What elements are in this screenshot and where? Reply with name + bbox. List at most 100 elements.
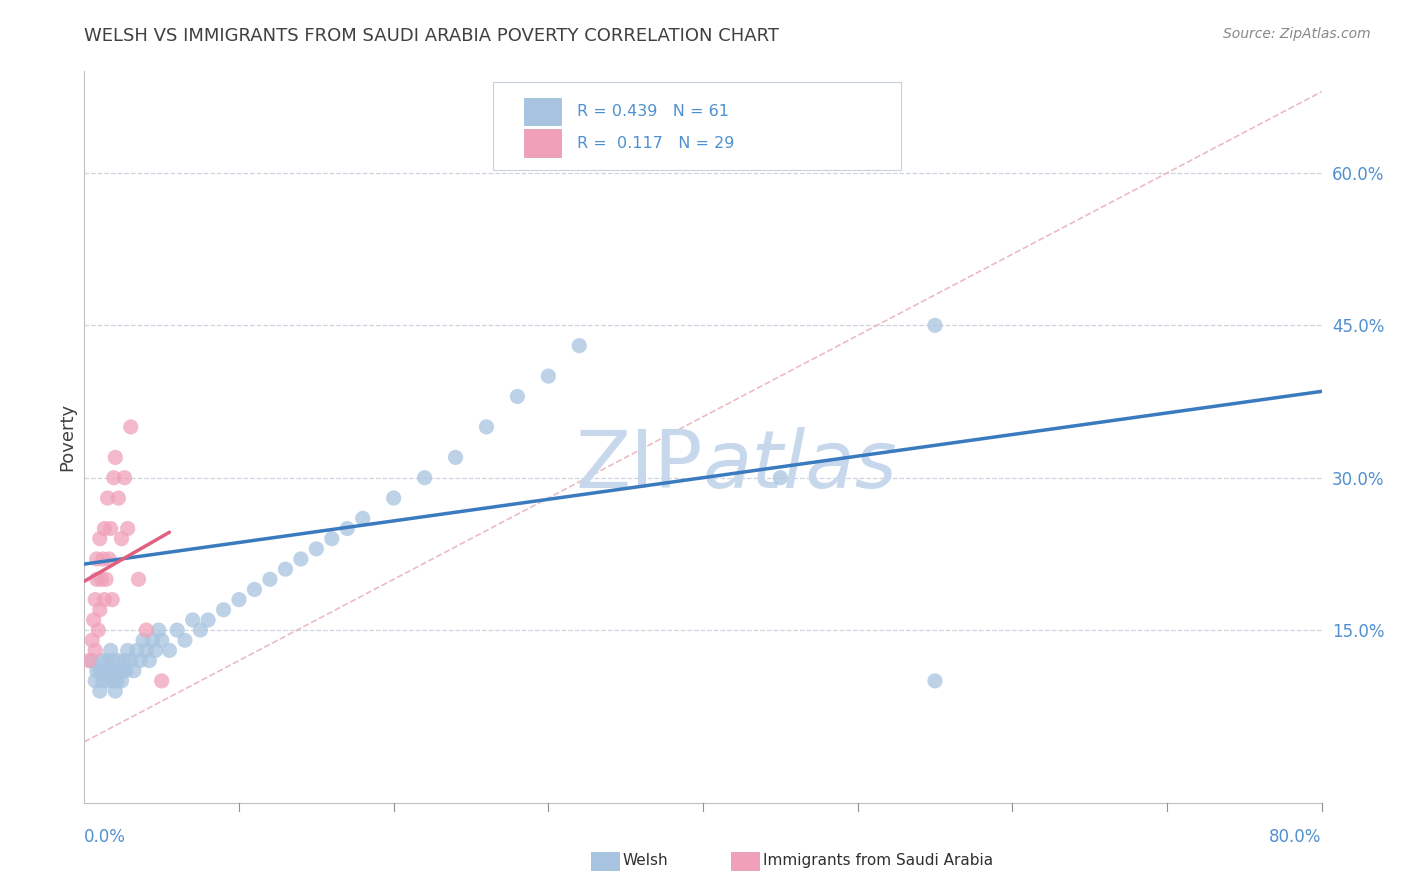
- Point: [114, 654, 136, 668]
- Point: [382, 491, 405, 505]
- Point: [108, 664, 131, 678]
- Point: [174, 633, 197, 648]
- Point: [125, 643, 148, 657]
- Text: 0.0%: 0.0%: [84, 828, 127, 847]
- Point: [243, 582, 266, 597]
- Point: [100, 643, 122, 657]
- Point: [89, 664, 111, 678]
- Point: [98, 664, 121, 678]
- Point: [148, 623, 170, 637]
- Point: [86, 664, 108, 678]
- Point: [290, 552, 312, 566]
- Text: R = 0.439   N = 61: R = 0.439 N = 61: [576, 104, 728, 120]
- Point: [87, 623, 110, 637]
- Point: [91, 654, 114, 668]
- Point: [104, 664, 127, 678]
- Point: [97, 654, 120, 668]
- Point: [506, 389, 529, 403]
- Point: [150, 633, 173, 648]
- Point: [104, 450, 127, 465]
- Point: [117, 643, 139, 657]
- Point: [83, 613, 105, 627]
- Point: [132, 633, 155, 648]
- Point: [114, 471, 136, 485]
- Point: [89, 684, 111, 698]
- Point: [166, 623, 188, 637]
- Text: ZIP: ZIP: [575, 427, 703, 506]
- Point: [89, 532, 111, 546]
- Point: [84, 592, 107, 607]
- Point: [98, 552, 121, 566]
- Point: [228, 592, 250, 607]
- Point: [212, 603, 235, 617]
- Point: [138, 654, 160, 668]
- Text: R =  0.117   N = 29: R = 0.117 N = 29: [576, 136, 734, 151]
- Point: [105, 673, 128, 688]
- Y-axis label: Poverty: Poverty: [58, 403, 76, 471]
- Text: WELSH VS IMMIGRANTS FROM SAUDI ARABIA POVERTY CORRELATION CHART: WELSH VS IMMIGRANTS FROM SAUDI ARABIA PO…: [84, 27, 779, 45]
- FancyBboxPatch shape: [492, 82, 901, 170]
- Point: [110, 673, 132, 688]
- Point: [86, 552, 108, 566]
- Point: [259, 572, 281, 586]
- Text: 80.0%: 80.0%: [1270, 828, 1322, 847]
- Point: [91, 552, 114, 566]
- Point: [188, 623, 212, 637]
- Point: [82, 654, 104, 668]
- Point: [101, 592, 124, 607]
- Point: [120, 654, 142, 668]
- Point: [159, 643, 181, 657]
- Bar: [523, 129, 561, 157]
- Point: [107, 491, 129, 505]
- Point: [112, 664, 135, 678]
- Point: [103, 471, 125, 485]
- Point: [352, 511, 374, 525]
- Point: [181, 613, 204, 627]
- Point: [110, 532, 132, 546]
- Point: [117, 521, 139, 535]
- Point: [336, 521, 359, 535]
- Point: [274, 562, 297, 576]
- Point: [475, 420, 498, 434]
- Point: [91, 673, 114, 688]
- Point: [145, 643, 167, 657]
- Point: [924, 673, 946, 688]
- Point: [537, 369, 560, 384]
- Point: [321, 532, 343, 546]
- Point: [84, 673, 107, 688]
- Point: [924, 318, 946, 333]
- Point: [128, 572, 150, 586]
- Text: Welsh: Welsh: [623, 854, 668, 868]
- Point: [444, 450, 467, 465]
- Point: [135, 643, 157, 657]
- Point: [769, 471, 792, 485]
- Point: [94, 572, 117, 586]
- Point: [141, 633, 163, 648]
- Point: [77, 654, 100, 668]
- Point: [89, 603, 111, 617]
- Point: [135, 623, 157, 637]
- Text: Immigrants from Saudi Arabia: Immigrants from Saudi Arabia: [763, 854, 994, 868]
- Point: [100, 521, 122, 535]
- Point: [120, 420, 142, 434]
- Point: [97, 673, 120, 688]
- Point: [104, 684, 127, 698]
- Point: [103, 673, 125, 688]
- Point: [90, 572, 112, 586]
- Bar: [523, 98, 561, 126]
- Point: [568, 339, 591, 353]
- Point: [101, 654, 124, 668]
- Text: Source: ZipAtlas.com: Source: ZipAtlas.com: [1223, 27, 1371, 41]
- Point: [93, 664, 115, 678]
- Point: [305, 541, 328, 556]
- Point: [122, 664, 145, 678]
- Point: [115, 664, 138, 678]
- Point: [84, 643, 107, 657]
- Point: [93, 592, 115, 607]
- Point: [97, 491, 120, 505]
- Point: [197, 613, 219, 627]
- Point: [129, 654, 152, 668]
- Point: [413, 471, 436, 485]
- Text: atlas: atlas: [703, 427, 898, 506]
- Point: [150, 673, 173, 688]
